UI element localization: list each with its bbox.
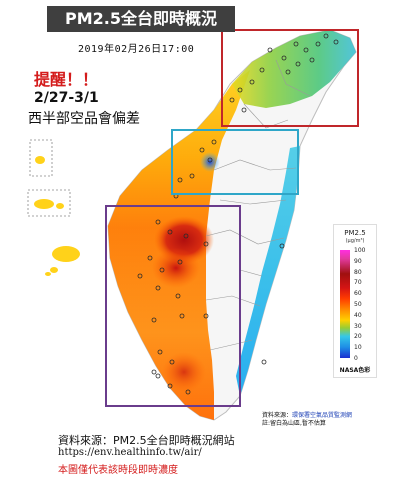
disclaimer-note: 本圖僅代表該時段即時濃度 (58, 465, 178, 476)
alert-description: 西半部空品會偏差 (28, 111, 140, 127)
station-markers (137, 33, 339, 395)
south-region-box (105, 205, 241, 407)
legend-color-bar (340, 250, 350, 358)
legend-tick: 70 (354, 279, 362, 287)
county-lines (205, 59, 311, 351)
legend-tick: 90 (354, 257, 362, 265)
source-right-prefix: 資料來源： (262, 412, 293, 419)
source-label: 資料來源：PM2.5全台即時概況網站 (58, 434, 235, 447)
legend-unit: (μg/m³) (345, 238, 365, 244)
legend-tick: 20 (354, 333, 362, 341)
alert-title: 提醒！！ (34, 70, 99, 89)
source-right-note: 註:留白為山區,暫不估算 (262, 420, 326, 427)
legend-tick: 100 (354, 247, 366, 254)
legend-tick: 80 (354, 268, 362, 276)
hotspot-south (162, 352, 206, 392)
legend-tick: 40 (354, 311, 362, 319)
source-url[interactable]: https://env.healthinfo.tw/air/ (58, 447, 202, 458)
legend-title: PM2.5 (344, 229, 366, 237)
legend-tick: 10 (354, 344, 362, 352)
east-coast-band (236, 146, 300, 396)
penghu-islands (27, 139, 80, 276)
north-region-box (221, 29, 359, 127)
source-right-link[interactable]: 環保署空氣品質監測網 (292, 412, 353, 419)
timestamp: 2019年02月26日17:00 (78, 44, 195, 55)
legend-tick: 0 (354, 355, 358, 362)
legend-credit: NASA色彩 (339, 367, 371, 374)
map-title: PM2.5全台即時概況 (47, 6, 235, 32)
central-region-box (171, 129, 299, 195)
hotspot-yunlin (152, 248, 200, 288)
source-note-right: 資料來源：環保署空氣品質監測網 註:留白為山區,暫不估算 (262, 412, 352, 428)
legend-tick: 50 (354, 301, 362, 308)
legend-tick: 60 (354, 290, 362, 298)
legend-tick: 30 (354, 322, 362, 330)
pm25-legend: PM2.5 (μg/m³) 100 90 80 70 60 50 40 30 2… (333, 224, 377, 378)
alert-dates: 2/27-3/1 (34, 90, 99, 106)
north-band (232, 30, 356, 108)
